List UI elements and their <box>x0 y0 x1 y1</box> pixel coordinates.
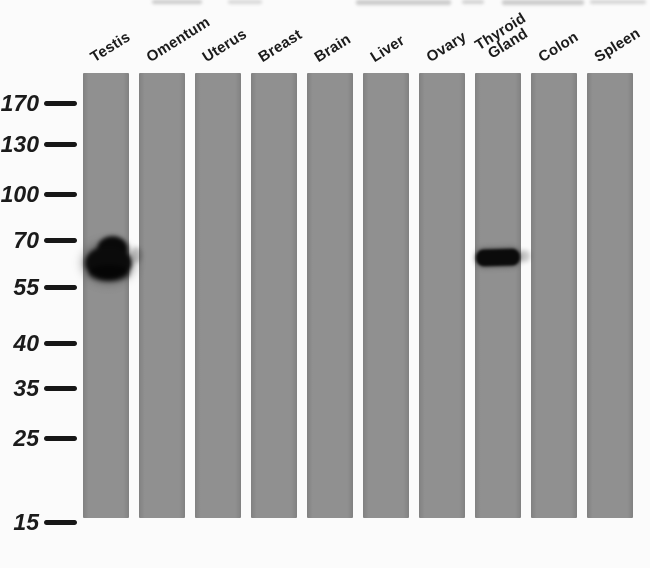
marker-tick-25 <box>44 436 77 441</box>
lane-strip-thyroid-gland <box>475 73 521 518</box>
marker-tick-170 <box>44 101 77 106</box>
lane-strip-omentum <box>139 73 185 518</box>
artifact-streak <box>152 0 202 4</box>
artifact-streak <box>228 0 262 4</box>
artifact-smudge <box>519 250 530 262</box>
band-thyroid-gland <box>475 248 521 267</box>
marker-label-15: 15 <box>13 509 39 535</box>
lane-label-testis: Testis <box>87 28 134 66</box>
artifact-streak <box>356 0 451 5</box>
marker-tick-70 <box>44 238 77 243</box>
lane-label-colon: Colon <box>535 28 582 66</box>
lane-strip-ovary <box>419 73 465 518</box>
lane-strip-spleen <box>587 73 633 518</box>
artifact-streak <box>462 0 484 4</box>
marker-label-170: 170 <box>0 90 39 116</box>
marker-tick-55 <box>44 285 77 290</box>
marker-label-130: 130 <box>0 131 39 157</box>
lane-label-ovary: Ovary <box>423 28 470 66</box>
lane-label-breast: Breast <box>255 26 306 66</box>
marker-tick-15 <box>44 520 77 525</box>
marker-label-70: 70 <box>13 227 39 253</box>
lane-label-brain: Brain <box>311 30 354 66</box>
marker-label-25: 25 <box>13 425 39 451</box>
lane-strip-breast <box>251 73 297 518</box>
lane-strip-brain <box>307 73 353 518</box>
band-testis <box>84 235 134 285</box>
artifact-streak <box>502 0 584 5</box>
marker-tick-40 <box>44 341 77 346</box>
lane-strip-colon <box>531 73 577 518</box>
marker-tick-100 <box>44 192 77 197</box>
lane-label-uterus: Uterus <box>199 25 250 66</box>
marker-tick-35 <box>44 386 77 391</box>
band-fade <box>88 265 130 282</box>
lane-strip-liver <box>363 73 409 518</box>
lane-label-spleen: Spleen <box>591 24 644 66</box>
lane-label-thyroid-gland: Thyroid Gland <box>472 9 531 63</box>
marker-label-55: 55 <box>13 274 39 300</box>
lane-strip-uterus <box>195 73 241 518</box>
marker-label-35: 35 <box>13 375 39 401</box>
artifact-smudge <box>131 247 142 263</box>
marker-label-100: 100 <box>0 181 39 207</box>
artifact-streak <box>590 0 646 4</box>
lane-label-liver: Liver <box>367 31 408 66</box>
marker-label-40: 40 <box>13 330 39 356</box>
lane-strip-testis <box>83 73 129 518</box>
band-core <box>475 248 521 267</box>
marker-tick-130 <box>44 142 77 147</box>
